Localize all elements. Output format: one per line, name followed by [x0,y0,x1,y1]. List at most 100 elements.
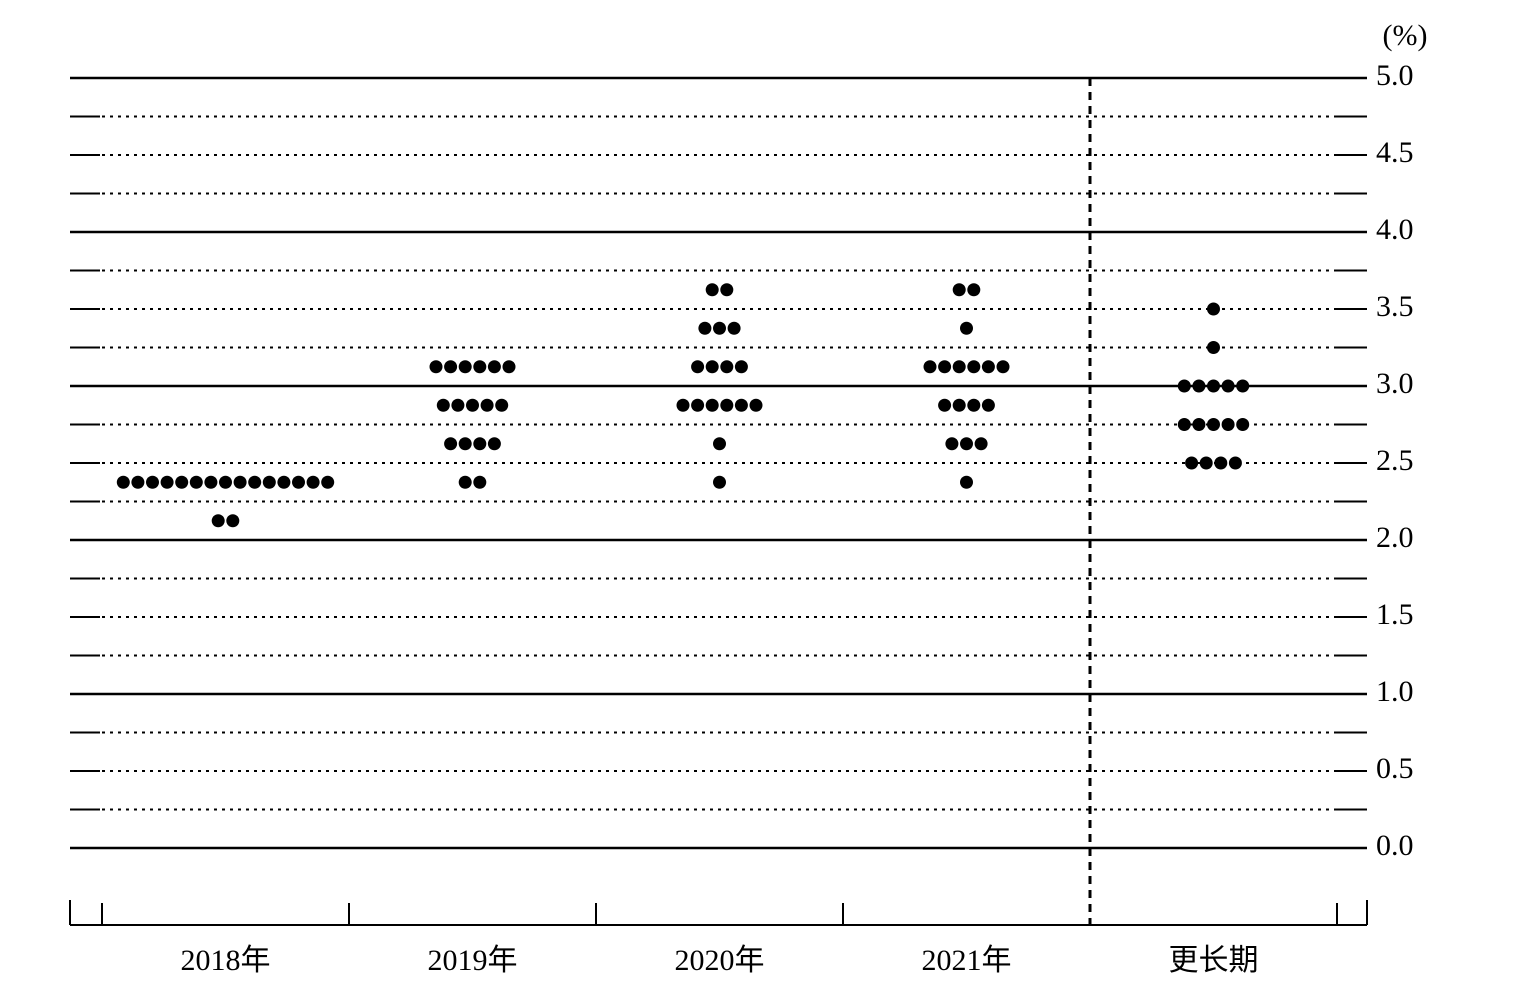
dot [487,437,501,451]
dot [175,475,189,489]
dot [480,398,494,412]
dot [705,360,719,374]
y-tick-label: 2.0 [1376,521,1414,554]
dot [960,475,973,489]
dot [473,475,487,489]
dot [676,398,690,412]
dot [691,398,705,412]
dot [277,475,291,489]
dot [233,475,247,489]
dot [1214,456,1228,470]
y-tick-label: 0.0 [1376,829,1414,862]
dot [321,475,335,489]
dot [1221,379,1235,393]
dot [1192,379,1206,393]
x-tick-label: 2018年 [181,944,271,977]
dot [160,475,174,489]
dot [698,321,712,335]
dot [458,360,472,374]
dot [1207,418,1220,431]
dot [292,475,305,489]
dot [938,360,952,374]
x-tick-label: 2021年 [922,944,1012,977]
dot [1192,418,1206,431]
dot [938,398,952,412]
dot [131,475,145,489]
dot [952,360,966,374]
dot [429,360,443,374]
y-tick-label: 2.5 [1376,444,1414,477]
dot [713,321,726,335]
y-tick-label: 4.0 [1376,213,1414,246]
dot [952,398,966,412]
x-tick-label: 2019年 [428,944,518,977]
dot [502,360,516,374]
dot [720,398,734,412]
dot [116,475,130,489]
dot [967,283,981,297]
dot [262,475,276,489]
dot [444,437,458,451]
dot [436,398,450,412]
dot [487,360,501,374]
dot [189,475,203,489]
dot [720,360,734,374]
dot [211,514,225,528]
dot [734,398,748,412]
dot [473,437,487,451]
dot [691,360,705,374]
dot [981,398,995,412]
dot [1228,456,1242,470]
dot [923,360,937,374]
dot [960,437,973,451]
dot [705,398,719,412]
dot [713,437,726,451]
dot [451,398,465,412]
dot [473,360,487,374]
dot [727,321,741,335]
y-tick-label: 3.0 [1376,367,1414,400]
dot [204,475,218,489]
dot [444,360,458,374]
y-tick-label: 1.5 [1376,598,1414,631]
dot [705,283,719,297]
dot [1177,379,1191,393]
x-tick-label: 2020年 [675,944,765,977]
dot [306,475,320,489]
x-tick-label: 更长期 [1169,944,1259,977]
dot [1199,456,1213,470]
dot [960,321,973,335]
dot [952,283,966,297]
dot [1221,418,1235,431]
dot [1207,302,1220,316]
dot [1185,456,1199,470]
dot [974,437,988,451]
dot [720,283,734,297]
dot [996,360,1010,374]
dot [981,360,995,374]
dot [248,475,262,489]
dot [734,360,748,374]
y-tick-label: 3.5 [1376,290,1414,323]
dot [226,514,240,528]
dot [945,437,959,451]
dot [713,475,726,489]
y-tick-label: 4.5 [1376,136,1414,169]
dot [146,475,159,489]
dot [495,398,509,412]
y-tick-label: 0.5 [1376,752,1414,785]
dot [219,475,232,489]
y-tick-label: 1.0 [1376,675,1414,708]
dot [466,398,479,412]
dot [749,398,763,412]
dot [1207,341,1220,354]
dot [458,437,472,451]
dot [1236,379,1250,393]
dot [967,398,981,412]
dot [967,360,981,374]
dot [1207,379,1220,393]
dot [458,475,472,489]
dot [1177,418,1191,431]
dot [1236,418,1250,431]
